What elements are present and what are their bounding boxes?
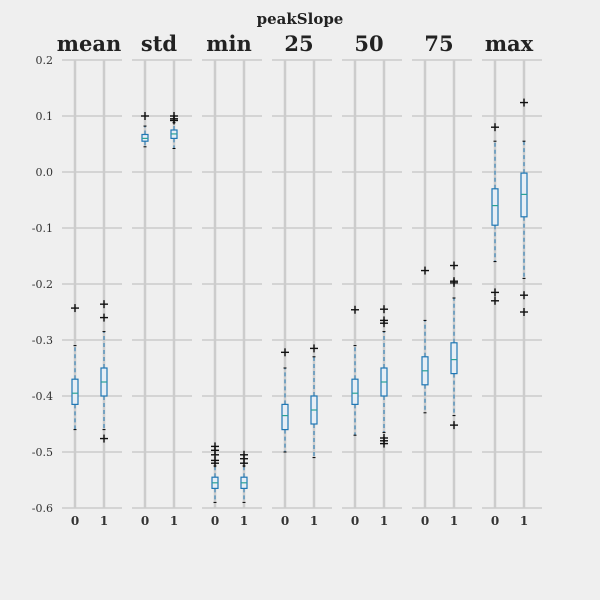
x-tick-label: 0 xyxy=(491,514,499,528)
outlier-marker xyxy=(491,288,499,297)
outlier-marker xyxy=(491,296,499,305)
y-axis: 0.2 0.1 0.0 -0.1 -0.2 -0.3 -0.4 -0.5 -0.6 xyxy=(32,54,53,515)
panel-std: std 0 1 xyxy=(132,31,192,528)
y-tick-label: 0.2 xyxy=(36,54,54,67)
outlier-marker xyxy=(421,266,429,275)
panel-25: 25 0 1 xyxy=(272,31,332,528)
box xyxy=(281,403,289,431)
outlier-marker xyxy=(170,112,178,120)
panel-title: 75 xyxy=(424,31,453,56)
box-group: 1 xyxy=(520,60,528,528)
outlier-marker xyxy=(380,305,388,314)
outlier-marker xyxy=(491,123,499,132)
panel-title: min xyxy=(206,31,251,56)
outlier-marker xyxy=(240,459,248,468)
x-tick-label: 0 xyxy=(141,514,149,528)
outlier-marker xyxy=(71,304,79,313)
box-group: 1 xyxy=(170,60,178,528)
box-group: 0 xyxy=(71,60,79,528)
outlier-marker xyxy=(351,305,359,314)
x-tick-label: 0 xyxy=(351,514,359,528)
box xyxy=(450,342,458,375)
panel-title: 50 xyxy=(354,31,383,56)
box xyxy=(71,378,79,406)
y-tick-label: -0.5 xyxy=(32,446,53,459)
outlier-marker xyxy=(520,98,528,107)
y-tick-label: 0.0 xyxy=(36,166,54,179)
box-group: 0 xyxy=(491,60,499,528)
x-tick-label: 1 xyxy=(450,514,458,528)
outlier-marker xyxy=(310,344,318,353)
panel-min: min 0 1 xyxy=(202,31,262,528)
box-group: 0 xyxy=(141,60,149,528)
outlier-marker xyxy=(100,300,108,309)
panel-50: 50 0 1 xyxy=(342,31,402,528)
box xyxy=(491,188,499,226)
box-group: 1 xyxy=(240,60,248,528)
x-tick-label: 0 xyxy=(281,514,289,528)
y-tick-label: 0.1 xyxy=(36,110,54,123)
outlier-marker xyxy=(281,348,289,357)
box-group: 1 xyxy=(380,60,388,528)
outlier-marker xyxy=(520,308,528,316)
panel-title: 25 xyxy=(284,31,313,56)
y-tick-label: -0.6 xyxy=(32,502,53,515)
y-tick-label: -0.2 xyxy=(32,278,53,291)
box xyxy=(351,378,359,406)
panels: mean 0 1 std 0 1 min 0 1 25 0 1 50 0 1 75 0 1 max 0 1 xyxy=(57,31,542,528)
x-tick-label: 1 xyxy=(170,514,178,528)
panel-title: std xyxy=(141,31,178,56)
outlier-marker xyxy=(141,112,149,120)
outlier-marker xyxy=(450,421,458,430)
outlier-marker xyxy=(100,313,108,322)
box-group: 1 xyxy=(100,60,108,528)
outlier-marker xyxy=(380,319,388,328)
x-tick-label: 1 xyxy=(310,514,318,528)
box-group: 0 xyxy=(421,60,429,528)
box-group: 1 xyxy=(450,60,458,528)
outlier-marker xyxy=(380,439,388,448)
x-tick-label: 1 xyxy=(380,514,388,528)
y-tick-label: -0.4 xyxy=(32,390,53,403)
box-group: 0 xyxy=(351,60,359,528)
x-tick-label: 1 xyxy=(520,514,528,528)
outlier-marker xyxy=(520,291,528,300)
x-tick-label: 1 xyxy=(240,514,248,528)
panel-mean: mean 0 1 xyxy=(57,31,122,528)
x-tick-label: 1 xyxy=(100,514,108,528)
box-group: 0 xyxy=(211,60,219,528)
outlier-marker xyxy=(450,261,458,270)
box-group: 0 xyxy=(281,60,289,528)
outlier-marker xyxy=(211,459,219,468)
x-tick-label: 0 xyxy=(421,514,429,528)
outlier-marker xyxy=(450,278,458,287)
box-group: 1 xyxy=(310,60,318,528)
panel-title: max xyxy=(485,31,534,56)
outlier-marker xyxy=(100,434,108,443)
panel-max: max 0 1 xyxy=(482,31,542,528)
x-tick-label: 0 xyxy=(71,514,79,528)
panel-title: mean xyxy=(57,31,121,56)
panel-75: 75 0 1 xyxy=(412,31,472,528)
x-tick-label: 0 xyxy=(211,514,219,528)
y-tick-label: -0.1 xyxy=(32,222,53,235)
chart-title: peakSlope xyxy=(257,10,344,28)
y-tick-label: -0.3 xyxy=(32,334,53,347)
